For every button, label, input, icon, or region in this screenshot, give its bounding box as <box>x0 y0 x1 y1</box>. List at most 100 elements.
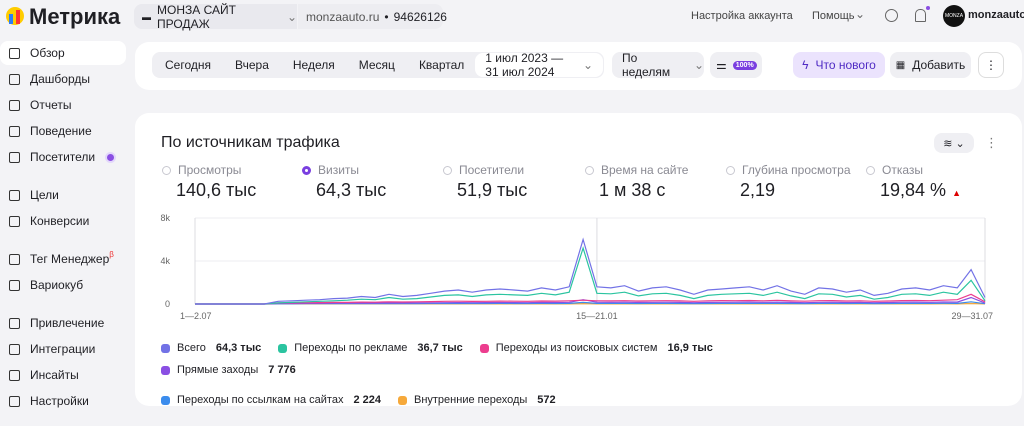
metric-label[interactable]: Глубина просмотра <box>726 163 851 177</box>
sidebar-item[interactable]: Дашборды <box>0 67 126 91</box>
sidebar-icon <box>9 317 20 329</box>
sidebar-item[interactable]: Интеграции <box>0 337 126 361</box>
sidebar-item[interactable]: Поведение <box>0 119 126 143</box>
sidebar-icon <box>9 279 20 291</box>
metric-name: Визиты <box>318 163 360 177</box>
chart-settings[interactable]: ≋ ⌄ <box>934 133 974 153</box>
sidebar-item[interactable]: Тег Менеджер β <box>0 247 126 271</box>
period-tab[interactable]: Месяц <box>358 58 395 72</box>
metric-radio <box>302 165 311 175</box>
sidebar-item[interactable]: Отчеты <box>0 93 126 117</box>
legend-item[interactable]: Всего 64,3 тыс <box>161 341 261 355</box>
legend-item[interactable]: Переходы по ссылкам на сайтах 2 224 <box>161 393 381 407</box>
account-settings[interactable]: Настройка аккаунта <box>691 10 793 22</box>
logo[interactable]: Метрика <box>29 4 121 29</box>
legend-name: Переходы по рекламе <box>294 342 408 354</box>
sidebar-icon <box>9 125 20 137</box>
card-menu[interactable]: ⋮ <box>985 135 998 150</box>
sidebar-item[interactable]: Конверсии <box>0 209 126 233</box>
grouping: По неделям <box>622 51 671 79</box>
legend-item[interactable]: Прямые заходы 7 776 <box>161 363 296 377</box>
chat-icon[interactable] <box>885 9 898 22</box>
metric-value: 51,9 тыс <box>457 180 527 201</box>
legend-total: 2 224 <box>353 394 381 406</box>
legend-item[interactable]: Внутренние переходы 572 <box>397 393 556 407</box>
metric-name: Глубина просмотра <box>742 163 851 177</box>
report-title: По источникам трафика <box>161 134 340 151</box>
legend-total: 572 <box>537 394 556 406</box>
period-tab[interactable]: Квартал <box>418 58 465 72</box>
period-tab[interactable]: Неделя <box>292 58 335 72</box>
metric-number: 2,19 <box>740 180 776 200</box>
sidebar-icon <box>9 151 20 163</box>
sidebar-item[interactable]: Посетители <box>0 145 126 169</box>
help-chevron: ⌄ <box>855 7 866 21</box>
series-line <box>195 246 986 305</box>
metric-radio <box>726 165 735 175</box>
grouping-select[interactable]: По неделям ⌄ <box>612 51 704 79</box>
legend-item[interactable]: Переходы из поисковых систем 16,9 тыс <box>479 341 713 355</box>
user-name: monzaauto <box>968 9 1024 21</box>
sidebar-label: Вариокуб <box>30 278 84 292</box>
metric-label[interactable]: Время на сайте <box>585 163 688 177</box>
date-range-select[interactable]: 1 июл 2023 — 31 июл 2024 ⌄ <box>475 51 603 79</box>
legend: Всего 64,3 тыс Переходы по рекламе 36,7 тыс… <box>161 341 861 407</box>
sidebar-icon <box>9 47 20 59</box>
metric-label[interactable]: Визиты <box>302 163 359 177</box>
counter-site[interactable]: monzaauto.ru • 94626126 <box>298 4 447 29</box>
sidebar-item[interactable]: Обзор <box>0 41 126 65</box>
series-line <box>195 237 986 305</box>
trend-indicator: ▲ <box>952 188 961 198</box>
help[interactable]: Помощь <box>812 10 855 22</box>
sidebar-item[interactable]: Привлечение <box>0 311 126 335</box>
metric-label[interactable]: Отказы <box>866 163 923 177</box>
whats-new-button[interactable]: ϟ Что нового <box>793 52 885 78</box>
metric-radio <box>162 165 171 175</box>
date-range: 1 июл 2023 — 31 июл 2024 <box>485 51 564 79</box>
bell-icon[interactable] <box>915 9 926 22</box>
metric-value: 64,3 тыс <box>316 180 386 201</box>
metric-number: 19,84 % <box>880 180 947 200</box>
y-tick-label: 8k <box>160 213 170 223</box>
sidebar-dot <box>107 153 114 161</box>
notification-dot <box>926 6 930 10</box>
sidebar-item[interactable]: Вариокуб <box>0 273 126 297</box>
legend-item[interactable]: Переходы по рекламе 36,7 тыс <box>278 341 463 355</box>
site: monzaauto.ru <box>306 9 380 24</box>
legend-total: 36,7 тыс <box>417 342 463 354</box>
period-tab[interactable]: Сегодня <box>165 58 211 72</box>
legend-checkbox <box>479 343 489 353</box>
x-tick-label: 29—31.07 <box>951 311 993 321</box>
counter-icon: ▬ <box>142 11 151 22</box>
bolt-icon: ϟ <box>802 58 809 72</box>
legend-name: Всего <box>177 342 206 354</box>
sidebar-item[interactable]: Настройки <box>0 389 126 413</box>
metric-label[interactable]: Просмотры <box>162 163 241 177</box>
sidebar-item[interactable]: Инсайты <box>0 363 126 387</box>
report-card <box>135 113 1022 406</box>
metric-value: 19,84 % ▲ <box>880 180 961 201</box>
chevron: ⌄ <box>582 58 593 72</box>
avatar[interactable]: MONZA <box>943 5 965 27</box>
metric-number: 51,9 тыс <box>457 180 528 200</box>
y-tick-label: 0 <box>165 299 170 309</box>
add-button[interactable]: ▦ Добавить <box>890 52 971 78</box>
filter-icon: ⚌ <box>716 58 727 72</box>
series-line <box>195 293 986 305</box>
period-tab[interactable]: Вчера <box>235 58 269 72</box>
more-button[interactable]: ⋮ <box>978 52 1004 78</box>
sidebar-label: Привлечение <box>30 316 105 330</box>
add: Добавить <box>912 58 966 72</box>
sidebar-item[interactable]: Цели <box>0 183 126 207</box>
chart: 0 4k 8k 1—2.07 15—21.01 29—31.07 <box>160 213 993 321</box>
legend-name: Переходы по ссылкам на сайтах <box>177 394 344 406</box>
y-tick-label: 4k <box>160 256 170 266</box>
sidebar-icon <box>9 73 20 85</box>
sampling-button[interactable]: ⚌ 100% <box>710 52 762 78</box>
counter-select[interactable]: ▬ МОНЗА САЙТ ПРОДАЖ ⌄ <box>134 3 297 31</box>
metric-value: 140,6 тыс <box>176 180 256 201</box>
metric-label[interactable]: Посетители <box>443 163 524 177</box>
sidebar-label: Инсайты <box>30 368 79 382</box>
